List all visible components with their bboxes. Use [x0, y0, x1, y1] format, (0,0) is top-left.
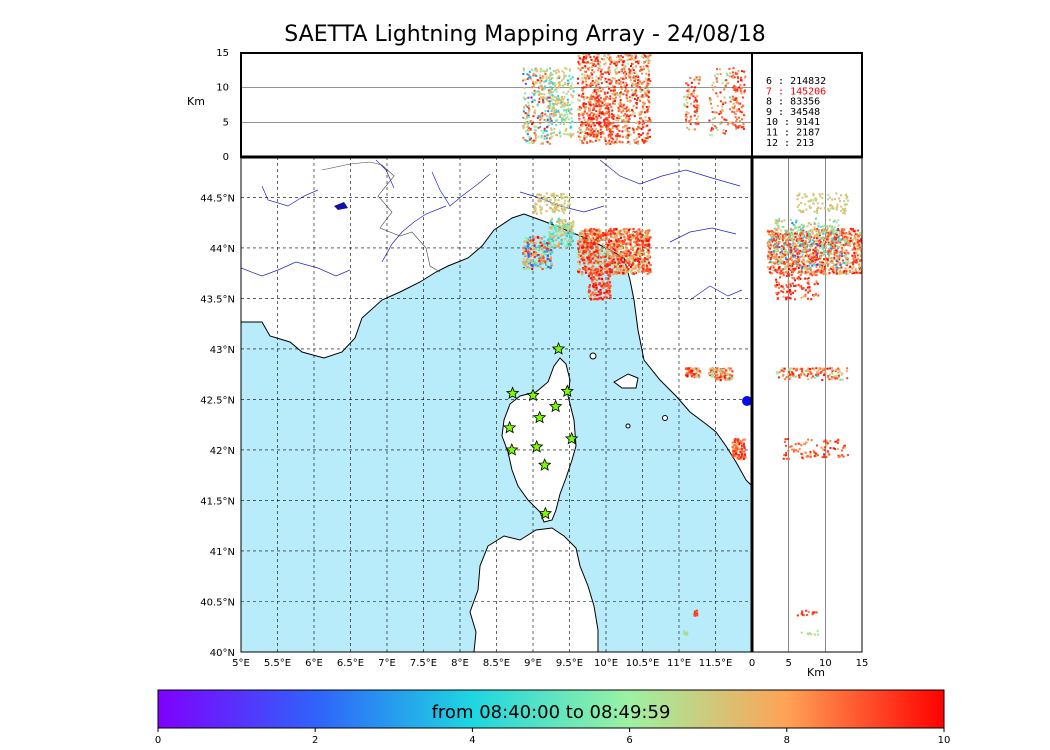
rivers [241, 159, 743, 301]
station-star-icon [565, 431, 579, 445]
altitude-tick-label: 15 [216, 48, 229, 59]
altitude-tick-label: 5 [223, 117, 229, 128]
station-star-icon [532, 410, 547, 424]
side-tick-label: 5 [785, 658, 791, 669]
lat-tick-label: 44.5°N [200, 193, 235, 204]
colorbar-tick-labels: 0 2 4 6 8 10 [155, 728, 951, 746]
side-tick-label: 10 [819, 658, 832, 669]
lon-tick-label: 11°E [667, 658, 691, 669]
lon-tick-label: 5.5°E [264, 658, 291, 669]
map-gridlines [241, 157, 752, 652]
lon-tick-label: 9.5°E [556, 658, 583, 669]
station-star-icon [548, 399, 563, 413]
station-star-icon [551, 341, 566, 355]
side-tick-label: 15 [856, 658, 869, 669]
lat-tick-label: 43°N [210, 345, 235, 356]
colorbar-tick-label: 0 [155, 735, 161, 746]
count-entry: 7 : 145206 [766, 86, 826, 97]
station-star-icon [505, 386, 520, 400]
count-entry: 11 : 2187 [766, 128, 820, 139]
side-altitude-panel: 0 5 10 15 Km [241, 155, 869, 679]
colorbar-gradient [157, 689, 945, 729]
lon-tick-label: 9°E [524, 658, 542, 669]
borders [321, 161, 441, 273]
station-star-icon [529, 439, 544, 453]
count-entry: 8 : 83356 [766, 97, 820, 108]
colorbar-tick-label: 10 [938, 735, 951, 746]
lon-tick-label: 6°E [305, 658, 323, 669]
altitude-tick-label: 10 [216, 83, 229, 94]
lon-tick-label: 7°E [378, 658, 396, 669]
station-star-icon [538, 506, 553, 520]
lon-tick-label: 8°E [451, 658, 469, 669]
altitude-gridlines [241, 87, 752, 123]
side-axis-label: Km [807, 666, 825, 679]
count-entry: 6 : 214832 [766, 76, 826, 87]
lat-tick-label: 44°N [210, 244, 235, 255]
colorbar-tick-label: 2 [312, 735, 318, 746]
lat-tick-label: 41°N [210, 547, 235, 558]
colorbar-tick-label: 8 [784, 735, 790, 746]
lon-tick-label: 6.5°E [337, 658, 364, 669]
altitude-axis-label: Km [187, 95, 205, 108]
station-star-icon [560, 384, 574, 398]
station-star-icon [505, 442, 519, 456]
lon-tick-label: 10.5°E [626, 658, 660, 669]
altitude-lightning-points [522, 53, 747, 146]
lon-tick-label: 8.5°E [483, 658, 510, 669]
lat-tick-label: 42°N [210, 446, 235, 457]
station-star-icon [502, 420, 517, 434]
count-entry: 10 : 9141 [766, 117, 820, 128]
side-tick-labels: 0 5 10 15 [749, 658, 869, 669]
lon-tick-label: 10°E [594, 658, 618, 669]
altitude-panel: 0 5 10 15 Km [187, 48, 753, 163]
colorbar: from 08:40:00 to 08:49:59 0 2 4 6 8 10 [155, 689, 951, 746]
elba-island [613, 373, 639, 389]
side-tick-label: 0 [749, 658, 755, 669]
altitude-tick-labels: 0 5 10 15 [216, 48, 229, 163]
lat-tick-label: 40°N [210, 648, 235, 659]
reference-marker [742, 396, 752, 406]
altitude-tick-label: 0 [223, 152, 229, 163]
longitude-tick-labels: 5°E 5.5°E 6°E 6.5°E 7°E 7.5°E 8°E 8.5°E 9°E 9.5°E… [232, 658, 732, 669]
colorbar-label: from 08:40:00 to 08:49:59 [432, 702, 671, 723]
lon-tick-label: 5°E [232, 658, 250, 669]
latitude-tick-labels: 40°N 40.5°N 41°N 41.5°N 42°N 42.5°N 43°N 43.5°N… [200, 193, 235, 659]
side-lightning-points [766, 192, 862, 636]
chart-title: SAETTA Lightning Mapping Array - 24/08/1… [284, 22, 766, 47]
lat-tick-label: 40.5°N [200, 597, 235, 608]
sardinia-island [469, 527, 599, 652]
station-star-icon [526, 388, 540, 402]
count-entry: 12 : 213 [766, 138, 814, 149]
lat-tick-label: 42.5°N [200, 395, 235, 406]
colorbar-tick-label: 6 [626, 735, 632, 746]
map-lightning-points [522, 192, 747, 636]
map-panel: 5°E 5.5°E 6°E 6.5°E 7°E 7.5°E 8°E 8.5°E 9°E 9.5°E… [200, 156, 753, 669]
lon-tick-label: 7.5°E [410, 658, 437, 669]
lat-tick-label: 43.5°N [200, 294, 235, 305]
colorbar-tick-label: 4 [469, 735, 475, 746]
lon-tick-label: 11.5°E [699, 658, 733, 669]
lat-tick-label: 41.5°N [200, 496, 235, 507]
station-markers [502, 341, 579, 520]
count-entry: 9 : 34548 [766, 107, 820, 118]
station-star-icon [538, 458, 552, 471]
